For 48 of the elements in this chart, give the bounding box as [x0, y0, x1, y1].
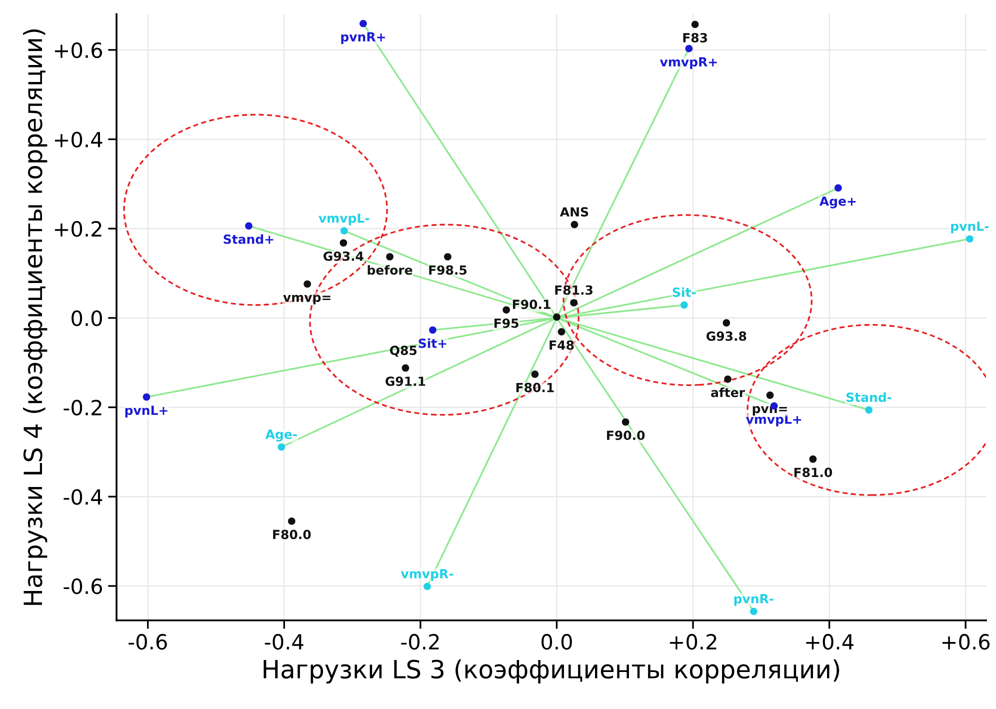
y-axis-title: Нагрузки LS 4 (коэффициенты корреляции) — [23, 29, 48, 605]
data-label: G91.1 — [386, 376, 426, 386]
data-label: vmvpR- — [400, 569, 454, 581]
data-label: Age+ — [819, 196, 856, 208]
data-label: F80.0 — [273, 530, 311, 540]
data-label: F98.5 — [429, 265, 467, 275]
data-label: pvnR+ — [341, 32, 385, 44]
data-label: F48 — [550, 340, 574, 350]
y-tick-label: -0.2 — [64, 400, 102, 416]
y-tick-label: -0.6 — [64, 578, 102, 594]
x-axis-title: Нагрузки LS 3 (коэффициенты корреляции) — [264, 659, 840, 684]
data-label: ANS — [560, 207, 588, 217]
data-label: F83 — [683, 33, 708, 42]
data-label: vmvpR+ — [660, 57, 717, 70]
data-label: vmvpL- — [318, 214, 370, 226]
data-label: Sit- — [672, 287, 696, 298]
x-tick-label: -0.2 — [401, 634, 439, 650]
y-tick-label: -0.4 — [64, 489, 102, 505]
data-label: Sit+ — [418, 338, 446, 348]
x-tick-label: -0.4 — [264, 634, 304, 650]
data-label: G93.4 — [324, 251, 364, 261]
x-tick-label: +0.6 — [942, 634, 990, 650]
data-label: F90.0 — [607, 430, 645, 440]
data-label: F95 — [494, 318, 518, 328]
data-label: Stand- — [846, 392, 892, 402]
data-label: pvnR- — [734, 594, 774, 606]
data-label: after — [711, 387, 745, 398]
data-label: pvnL- — [951, 222, 989, 234]
y-tick-label: +0.4 — [54, 132, 102, 148]
y-tick-label: +0.2 — [54, 221, 102, 237]
y-tick-label: +0.6 — [54, 42, 102, 58]
data-label: F80.1 — [516, 382, 554, 392]
x-tick-label: +0.4 — [806, 634, 854, 650]
data-label: vmvpL+ — [746, 414, 802, 426]
data-label: pvnL+ — [125, 406, 168, 418]
annotation: Q85 — [390, 346, 417, 357]
data-label: F90.1 — [512, 300, 550, 310]
data-label: vmvp= — [283, 294, 330, 304]
data-label: Age- — [265, 430, 297, 442]
y-tick-label: 0.0 — [72, 310, 102, 326]
data-label: F81.3 — [555, 285, 592, 295]
data-label: before — [368, 265, 412, 275]
x-tick-label: 0.0 — [542, 634, 572, 650]
x-tick-label: +0.2 — [670, 634, 716, 650]
data-label: F81.0 — [794, 468, 832, 478]
data-label: Stand+ — [224, 234, 274, 244]
data-label: G93.8 — [706, 331, 746, 341]
x-tick-label: -0.6 — [128, 634, 167, 650]
